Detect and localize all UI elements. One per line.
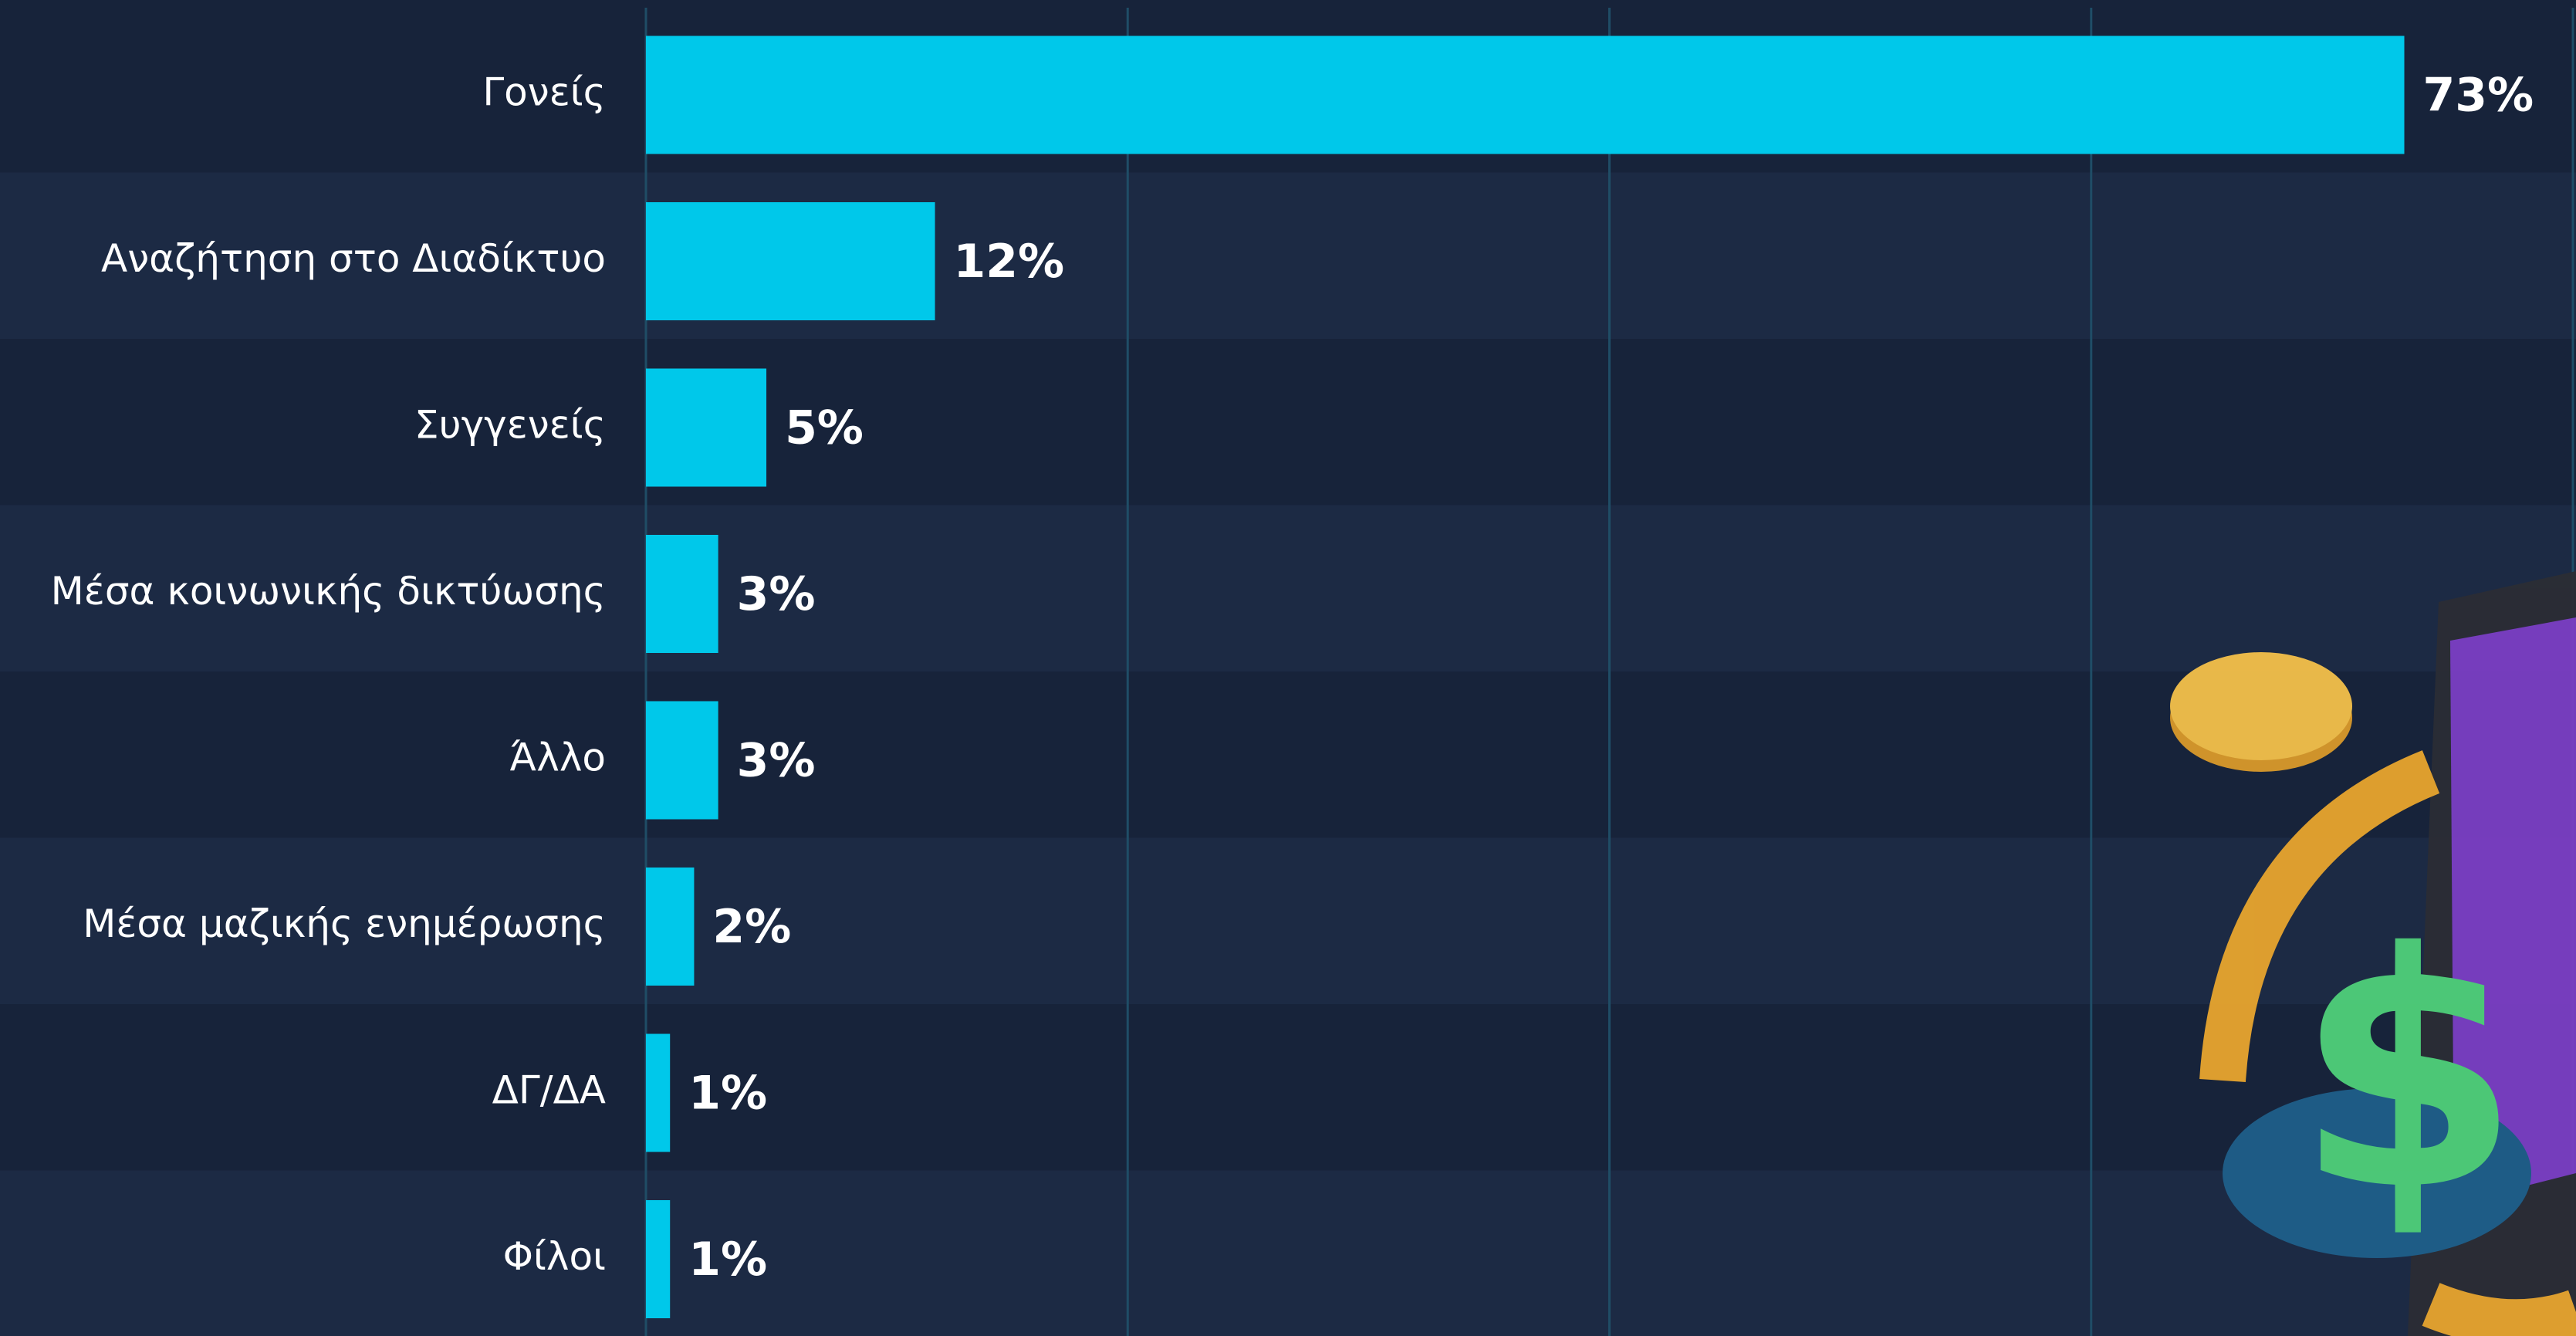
value-label: 1% [688, 1233, 767, 1287]
value-label: 2% [712, 900, 791, 954]
value-label: 3% [737, 567, 816, 621]
value-label: 12% [954, 235, 1065, 289]
value-label: 5% [785, 401, 864, 455]
value-label: 73% [2423, 69, 2534, 123]
bar [646, 1033, 671, 1152]
bar [646, 535, 718, 653]
bar [646, 36, 2405, 154]
category-label: Φίλοι [503, 1234, 606, 1279]
category-label: Άλλο [510, 736, 606, 780]
category-label: Μέσα μαζικής ενημέρωσης [83, 901, 606, 946]
decoration: $ [2170, 571, 2576, 1336]
svg-text:$: $ [2295, 884, 2520, 1262]
bar [646, 701, 718, 820]
category-label: Μέσα κοινωνικής δικτύωσης [51, 569, 606, 614]
value-label: 3% [737, 734, 816, 788]
category-label: Αναζήτηση στο Διαδίκτυο [101, 236, 606, 281]
bar [646, 1200, 671, 1318]
bar [646, 868, 695, 986]
category-label: Γονείς [482, 70, 606, 115]
bar [646, 368, 767, 487]
category-label: Συγγενείς [414, 403, 606, 448]
row-band [0, 505, 2576, 671]
row-band [0, 837, 2576, 1004]
row-band [0, 172, 2576, 339]
bar [646, 202, 935, 320]
value-label: 1% [688, 1067, 767, 1121]
row-band [0, 1170, 2576, 1336]
category-label: ΔΓ/ΔΑ [492, 1068, 606, 1113]
